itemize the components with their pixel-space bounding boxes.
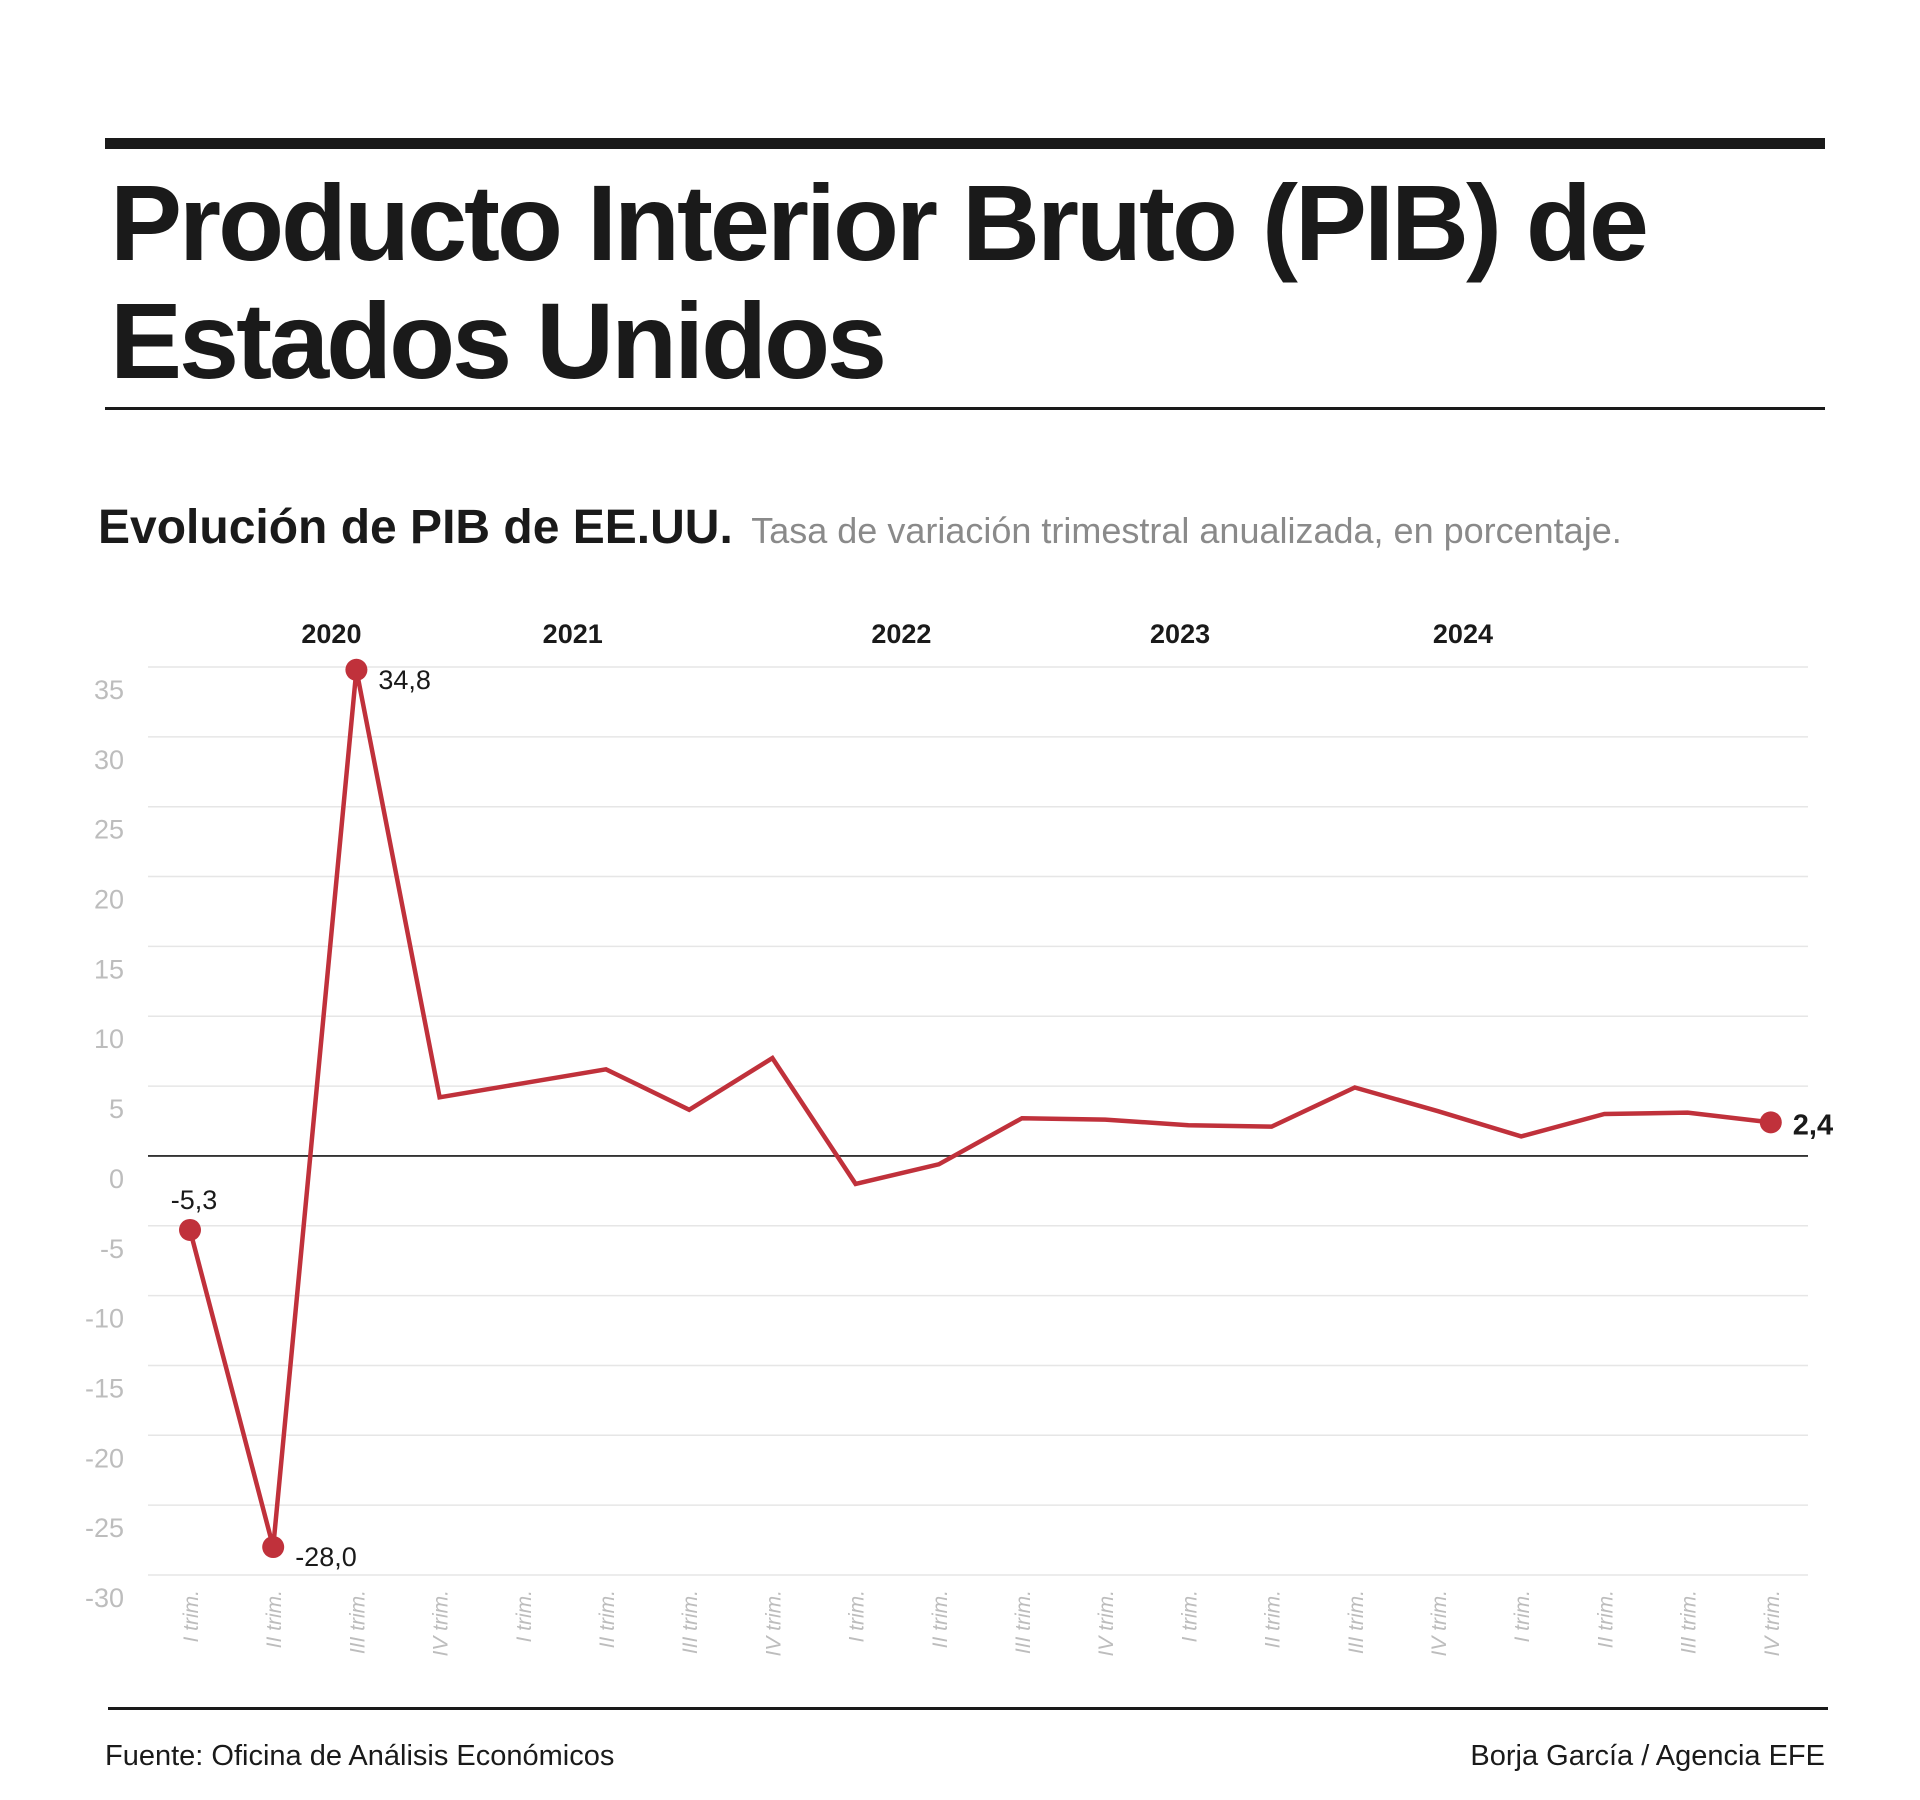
x-tick-label: I trim. xyxy=(513,1590,536,1643)
x-tick-label: II trim. xyxy=(1594,1590,1617,1648)
subtitle-description: Tasa de variación trimestral anualizada,… xyxy=(751,510,1622,551)
data-label: 34,8 xyxy=(378,665,431,695)
series-line xyxy=(187,669,1774,1548)
x-tick-label: III trim. xyxy=(1345,1590,1368,1654)
x-axis-ticks: I trim. II trim. III trim. IV trim. I trim. I… xyxy=(180,1590,1784,1657)
data-markers xyxy=(179,658,1782,1559)
x-tick-label: II trim. xyxy=(596,1590,619,1648)
x-tick-label: II trim. xyxy=(263,1590,286,1648)
y-tick-label: 35 xyxy=(94,675,124,705)
x-tick-label: IV trim. xyxy=(430,1590,453,1657)
x-tick-label: III trim. xyxy=(1678,1590,1701,1654)
x-tick-label: I trim. xyxy=(180,1590,203,1643)
grid-lines xyxy=(148,666,1808,1576)
data-label: -28,0 xyxy=(295,1542,357,1572)
x-tick-label: IV trim. xyxy=(762,1590,785,1657)
top-rule xyxy=(105,138,1825,149)
data-point-marker xyxy=(1759,1111,1782,1134)
chart-title: Producto Interior Bruto (PIB) de Estados… xyxy=(110,162,1649,401)
source-note: Fuente: Oficina de Análisis Económicos xyxy=(105,1740,615,1772)
year-label: 2021 xyxy=(543,619,603,649)
data-label: 2,4 xyxy=(1793,1109,1833,1141)
y-tick-label: 5 xyxy=(109,1094,124,1124)
y-tick-label: -25 xyxy=(85,1513,124,1543)
y-tick-label: 10 xyxy=(94,1024,124,1054)
x-tick-label: I trim. xyxy=(1178,1590,1201,1643)
bottom-rule xyxy=(108,1707,1828,1710)
year-labels: 2020 2021 2022 2023 2024 xyxy=(301,619,1493,649)
year-label: 2024 xyxy=(1433,619,1493,649)
x-tick-label: IV trim. xyxy=(1761,1590,1784,1657)
x-tick-label: III trim. xyxy=(679,1590,702,1654)
gdp-line-chart: 35 30 25 20 15 10 5 0 -5 -10 -15 -20 -25 -30 2020 2021… xyxy=(85,619,1833,1657)
year-label: 2023 xyxy=(1150,619,1210,649)
y-tick-label: 30 xyxy=(94,745,124,775)
x-tick-label: IV trim. xyxy=(1095,1590,1118,1657)
x-tick-label: I trim. xyxy=(846,1590,869,1643)
y-axis-ticks: 35 30 25 20 15 10 5 0 -5 -10 -15 -20 -25 -30 xyxy=(85,675,124,1613)
subtitle: Evolución de PIB de EE.UU. Tasa de varia… xyxy=(98,500,1622,555)
x-tick-label: II trim. xyxy=(1262,1590,1285,1648)
y-tick-label: -30 xyxy=(85,1583,124,1613)
y-tick-label: 0 xyxy=(109,1164,124,1194)
x-tick-label: III trim. xyxy=(346,1590,369,1654)
y-tick-label: -20 xyxy=(85,1443,124,1473)
y-tick-label: 15 xyxy=(94,954,124,984)
data-point-marker xyxy=(179,1218,201,1241)
data-point-marker xyxy=(345,658,368,681)
title-rule xyxy=(105,407,1825,410)
x-tick-label: III trim. xyxy=(1012,1590,1035,1654)
y-tick-label: 20 xyxy=(94,885,124,915)
subtitle-main: Evolución de PIB de EE.UU. xyxy=(98,501,733,554)
data-point-marker xyxy=(262,1536,285,1559)
y-tick-label: -15 xyxy=(85,1373,124,1403)
x-tick-label: I trim. xyxy=(1511,1590,1534,1643)
y-tick-label: -10 xyxy=(85,1304,124,1334)
y-tick-label: 25 xyxy=(94,815,124,845)
y-tick-label: -5 xyxy=(100,1234,124,1264)
x-tick-label: II trim. xyxy=(929,1590,952,1648)
data-label: -5,3 xyxy=(171,1185,218,1215)
credit-note: Borja García / Agencia EFE xyxy=(1470,1740,1825,1772)
year-label: 2020 xyxy=(301,619,361,649)
year-label: 2022 xyxy=(871,619,931,649)
x-tick-label: IV trim. xyxy=(1428,1590,1451,1657)
series-line-layer xyxy=(187,669,1774,1548)
data-labels: -5,3 -28,0 34,8 2,4 xyxy=(171,665,1833,1572)
